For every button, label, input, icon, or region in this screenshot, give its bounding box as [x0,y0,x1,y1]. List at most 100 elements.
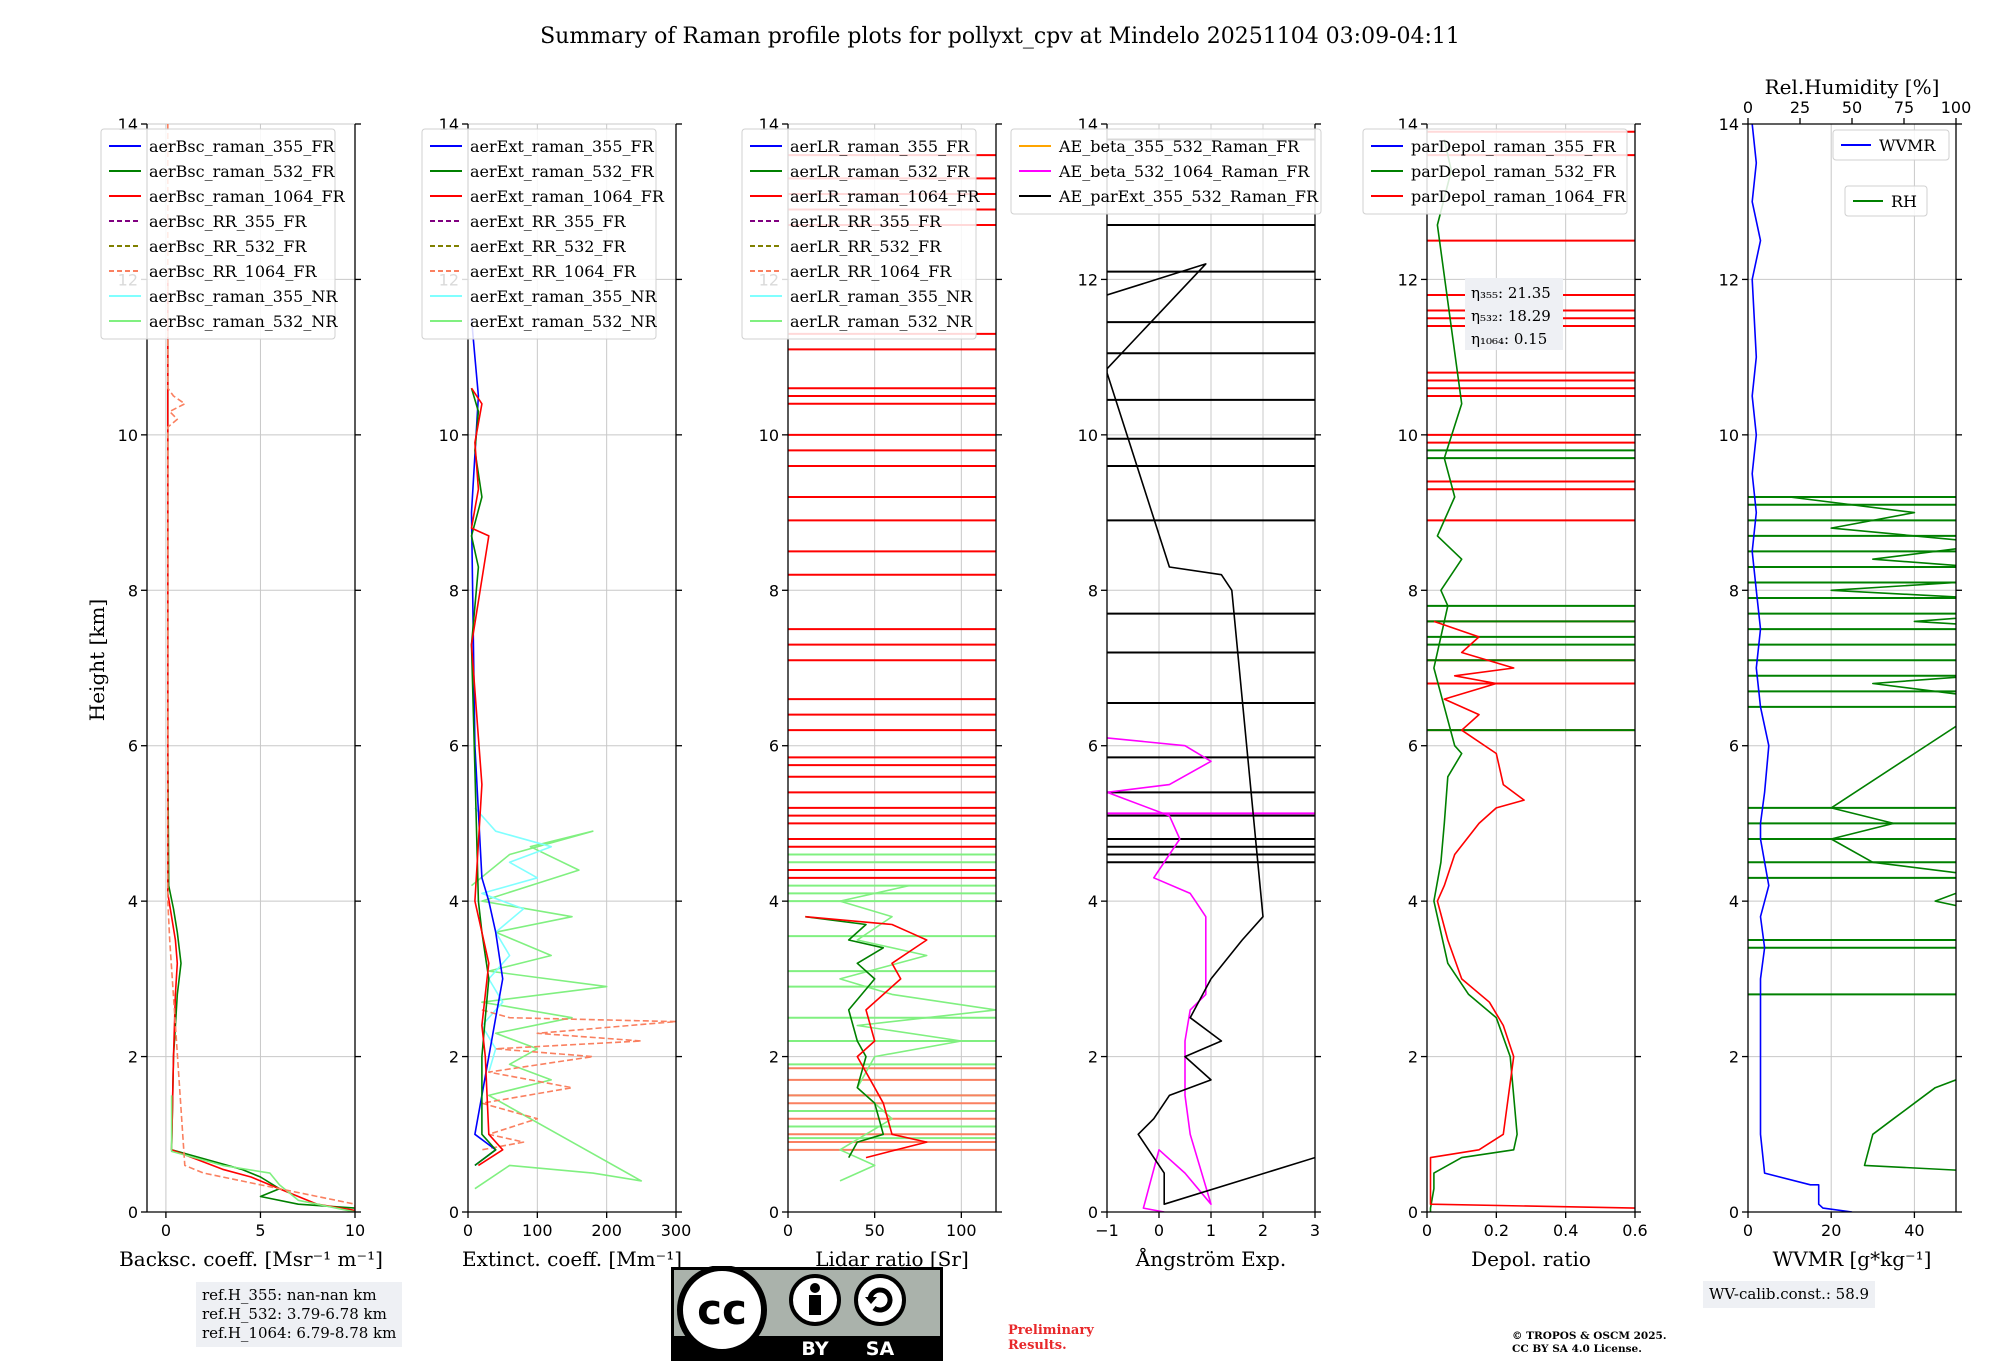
legend-label: AE_beta_532_1064_Raman_FR [1058,162,1310,181]
legend-label: aerLR_raman_532_FR [790,162,970,181]
tick-label-y: 4 [1729,892,1739,911]
cc-license-badge: cc BY SA [671,1266,943,1361]
x-axis-label: Backsc. coeff. [Msr⁻¹ m⁻¹] [119,1247,383,1271]
cc-text: cc [697,1285,747,1334]
series-WVMR [1751,124,1853,1212]
tick-label-x2: 0 [1743,98,1753,117]
tick-label-y: 8 [1088,581,1098,600]
series-aerBsc_raman_1064_FR [167,279,355,1212]
tick-label-y: 8 [128,581,138,600]
series-AE_parExt_355_532_Raman_FR [1107,263,1315,1205]
tick-label-y: 2 [1408,1048,1418,1067]
tick-label-x: −1 [1095,1221,1119,1240]
legend-label: parDepol_raman_355_FR [1411,137,1617,156]
tick-label-y: 8 [769,581,779,600]
tick-label-y: 12 [1719,270,1739,289]
tick-label-x: 20 [1821,1221,1841,1240]
legend-label: aerLR_raman_355_FR [790,137,970,156]
tick-label-y: 0 [769,1203,779,1222]
legend-label: aerBsc_raman_355_NR [149,287,338,306]
legend-box [1362,128,1628,215]
eta-box [1465,278,1563,350]
legend-label: RH [1891,192,1917,211]
legend-label: aerExt_raman_355_NR [470,287,658,306]
tick-label-y: 6 [1729,737,1739,756]
copyright-note: © TROPOS & OSCM 2025. CC BY SA 4.0 Licen… [1512,1330,1667,1356]
figure-title: Summary of Raman profile plots for polly… [540,24,1460,49]
plot-area [788,154,996,1182]
legend-label: aerBsc_RR_1064_FR [149,262,318,281]
tick-label-x2: 50 [1842,98,1862,117]
x-axis-label: Depol. ratio [1471,1247,1591,1271]
tick-label-x: 0 [1422,1221,1432,1240]
legend-box [741,128,977,340]
y-axis-label: Height [km] [85,599,109,721]
series-aerBsc_RR_1064_FR [167,124,355,1212]
tick-label-x: 2 [1258,1221,1268,1240]
tick-label-y: 12 [1398,270,1418,289]
eta-label: η₃₅₅: 21.35 [1471,284,1551,302]
ref-h-532: ref.H_532: 3.79-6.78 km [202,1305,387,1323]
tick-label-y: 0 [128,1203,138,1222]
panel-2: 024681012140100200300Extinct. coeff. [Mm… [421,115,692,1271]
tick-label-y: 0 [1408,1203,1418,1222]
panel-3: 02468101214050100Lidar ratio [Sr]aerLR_r… [741,115,1002,1271]
tick-label-y: 6 [769,737,779,756]
plot-area [167,124,355,1212]
tick-label-y: 4 [769,892,779,911]
series-aerExt_raman_532_NR [470,830,643,1190]
legend-label: aerLR_raman_532_NR [790,312,973,331]
cc-circle-icon [677,1266,767,1355]
series-parDepol_raman_1064_FR [1429,620,1635,1209]
tick-label-y: 2 [1729,1048,1739,1067]
series-aerExt_raman_355_FR [470,318,504,1167]
tick-label-x: 0.6 [1622,1221,1647,1240]
x-axis-label: WVMR [g*kg⁻¹] [1773,1247,1932,1271]
panel-1: 024681012140510Backsc. coeff. [Msr⁻¹ m⁻¹… [100,115,383,1271]
tick-label-y: 2 [128,1048,138,1067]
tick-label-y: 2 [769,1048,779,1067]
tick-label-y: 12 [1078,270,1098,289]
legend-label: aerBsc_RR_532_FR [149,237,307,256]
plot-area [1748,124,1956,1212]
tick-label-y: 10 [759,426,779,445]
x2-axis-label: Rel.Humidity [%] [1765,75,1940,99]
tick-label-y: 0 [1088,1203,1098,1222]
legend-label: aerExt_RR_1064_FR [470,262,637,281]
legend-label: aerLR_raman_1064_FR [790,187,980,206]
tick-label-x: 100 [522,1221,553,1240]
tick-label-y: 10 [1398,426,1418,445]
tick-label-y: 0 [449,1203,459,1222]
reference-height-box: ref.H_355: nan-nan km ref.H_532: 3.79-6.… [196,1282,403,1347]
legend-label: parDepol_raman_532_FR [1411,162,1617,181]
series-aerLR_raman_1064_FR [805,915,928,1159]
tick-label-y: 4 [1088,892,1098,911]
tick-label-x: 100 [946,1221,977,1240]
tick-label-y: 10 [439,426,459,445]
tick-label-x: 0 [1154,1221,1164,1240]
tick-label-x: 300 [661,1221,692,1240]
series-aerLR_raman_532_NR [839,884,996,1182]
legend-label: aerExt_raman_532_FR [470,162,655,181]
series-RH [1789,496,1956,1171]
preliminary-line-2: Results. [1008,1338,1067,1353]
tick-label-y: 6 [1408,737,1418,756]
legend-label: aerLR_raman_355_NR [790,287,973,306]
tick-label-x2: 100 [1941,98,1972,117]
preliminary-line-1: Preliminary [1008,1323,1094,1338]
legend-label: parDepol_raman_1064_FR [1411,187,1627,206]
legend-label: aerBsc_raman_532_FR [149,162,335,181]
tick-label-y: 4 [449,892,459,911]
legend-label: aerExt_raman_1064_FR [470,187,665,206]
wv-calib-box: WV-calib.const.: 58.9 [1703,1281,1876,1308]
legend-label: aerExt_RR_355_FR [470,212,627,231]
tick-label-y: 0 [1729,1203,1739,1222]
legend-label: WVMR [1879,136,1936,155]
tick-label-x: 0.2 [1484,1221,1509,1240]
tick-label-x: 40 [1904,1221,1924,1240]
ref-h-1064: ref.H_1064: 6.79-8.78 km [202,1324,397,1342]
legend-label: AE_beta_355_532_Raman_FR [1058,137,1300,156]
tick-label-x: 5 [255,1221,265,1240]
